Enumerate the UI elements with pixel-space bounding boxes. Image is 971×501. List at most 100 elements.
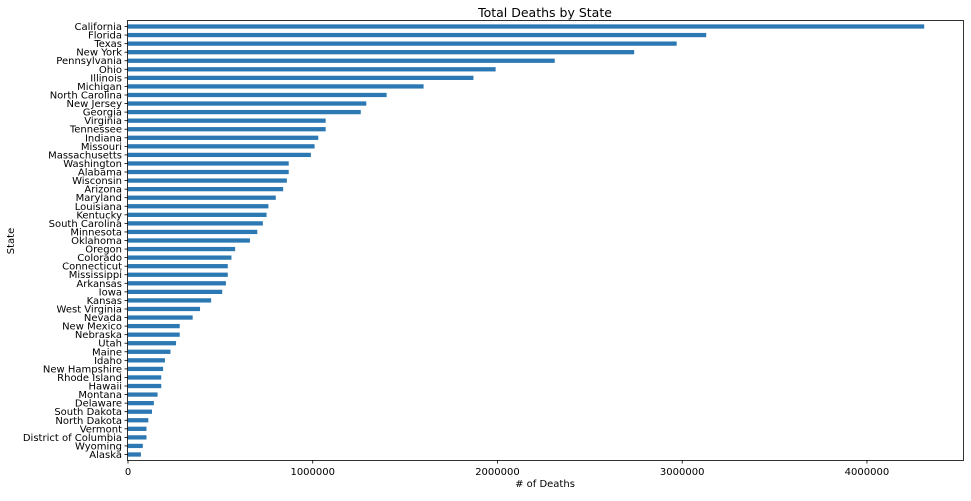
bar (128, 229, 258, 235)
bar (128, 84, 424, 89)
chart-title: Total Deaths by State (477, 5, 612, 20)
category-label: New Hampshire (43, 364, 122, 375)
category-label: Rhode Island (57, 373, 122, 384)
bar (128, 195, 276, 200)
bar (128, 127, 326, 132)
category-label: Wyoming (75, 441, 122, 452)
bar (128, 272, 228, 277)
category-label: Missouri (81, 142, 122, 153)
bar (128, 323, 180, 329)
x-tick-label: 0 (125, 467, 131, 478)
bar (128, 221, 263, 226)
bar (128, 246, 236, 252)
bar (128, 75, 474, 80)
category-label: Idaho (94, 356, 122, 367)
category-label: Kansas (87, 296, 122, 307)
bar (128, 426, 147, 431)
bar (128, 306, 201, 312)
bar (128, 92, 387, 98)
bar (128, 358, 165, 363)
bars-layer (128, 24, 925, 457)
bar (128, 289, 223, 294)
category-label: Ohio (99, 65, 122, 76)
x-tick-label: 3000000 (660, 467, 705, 478)
category-label: Iowa (99, 287, 122, 298)
bar (128, 341, 177, 346)
bar (128, 418, 149, 423)
category-label: Kentucky (76, 210, 122, 221)
category-label: District of Columbia (23, 433, 122, 444)
category-label: Texas (93, 39, 122, 50)
category-label: Utah (98, 339, 122, 350)
x-axis-label: # of Deaths (515, 479, 575, 490)
bar (128, 392, 158, 397)
bar (128, 383, 162, 389)
category-label: Colorado (77, 253, 122, 264)
category-label: Nevada (84, 313, 122, 324)
bar (128, 298, 212, 303)
category-label: Arizona (84, 185, 122, 196)
category-label: Connecticut (62, 262, 122, 273)
bar (128, 366, 164, 372)
bar (128, 255, 232, 260)
category-label: Wisconsin (72, 176, 122, 187)
category-label: Vermont (80, 424, 122, 435)
category-label: South Carolina (49, 219, 122, 230)
category-label: Alaska (89, 450, 122, 461)
bar (128, 41, 677, 46)
bar (128, 187, 284, 192)
category-label: Minnesota (70, 227, 122, 238)
category-label: New Mexico (62, 322, 122, 333)
bar (128, 50, 635, 55)
bar (128, 401, 154, 406)
category-label: Alabama (78, 168, 122, 179)
x-tick-label: 2000000 (475, 467, 520, 478)
bar (128, 212, 267, 217)
category-label: Indiana (85, 133, 122, 144)
bar (128, 109, 361, 115)
bar (128, 452, 141, 457)
category-label: Oregon (85, 245, 122, 256)
bar (128, 67, 496, 72)
category-label: California (75, 22, 123, 33)
bar (128, 435, 147, 440)
bar (128, 375, 162, 380)
bar (128, 264, 228, 269)
bar (128, 32, 707, 38)
category-label: Delaware (75, 399, 122, 410)
category-label: New York (76, 48, 122, 59)
category-label: Tennessee (69, 125, 122, 136)
category-label: Virginia (84, 116, 122, 127)
bar (128, 101, 367, 106)
bar (128, 281, 226, 286)
bar (128, 144, 315, 149)
bar (128, 443, 143, 449)
category-label: North Carolina (50, 90, 122, 101)
bar (128, 161, 289, 166)
bar (128, 204, 269, 209)
category-label: Illinois (90, 73, 122, 84)
category-label: Maine (92, 347, 122, 358)
category-label: Pennsylvania (56, 56, 122, 67)
x-tick-label: 4000000 (845, 467, 890, 478)
category-label: New Jersey (67, 99, 123, 110)
category-label: Nebraska (75, 330, 122, 341)
category-label: West Virginia (57, 304, 122, 315)
y-axis-label: State (6, 228, 17, 254)
x-tick-label: 1000000 (290, 467, 335, 478)
bar (128, 152, 311, 158)
bar (128, 178, 287, 183)
category-label: Massachusetts (48, 150, 122, 161)
bar (128, 238, 250, 243)
bar (128, 332, 180, 337)
category-label: North Dakota (55, 416, 122, 427)
bar (128, 409, 153, 414)
category-label: Montana (78, 390, 122, 401)
category-label: Arkansas (76, 279, 122, 290)
bar (128, 58, 555, 63)
category-label: South Dakota (54, 407, 122, 418)
bar (128, 24, 925, 29)
bar (128, 118, 326, 123)
